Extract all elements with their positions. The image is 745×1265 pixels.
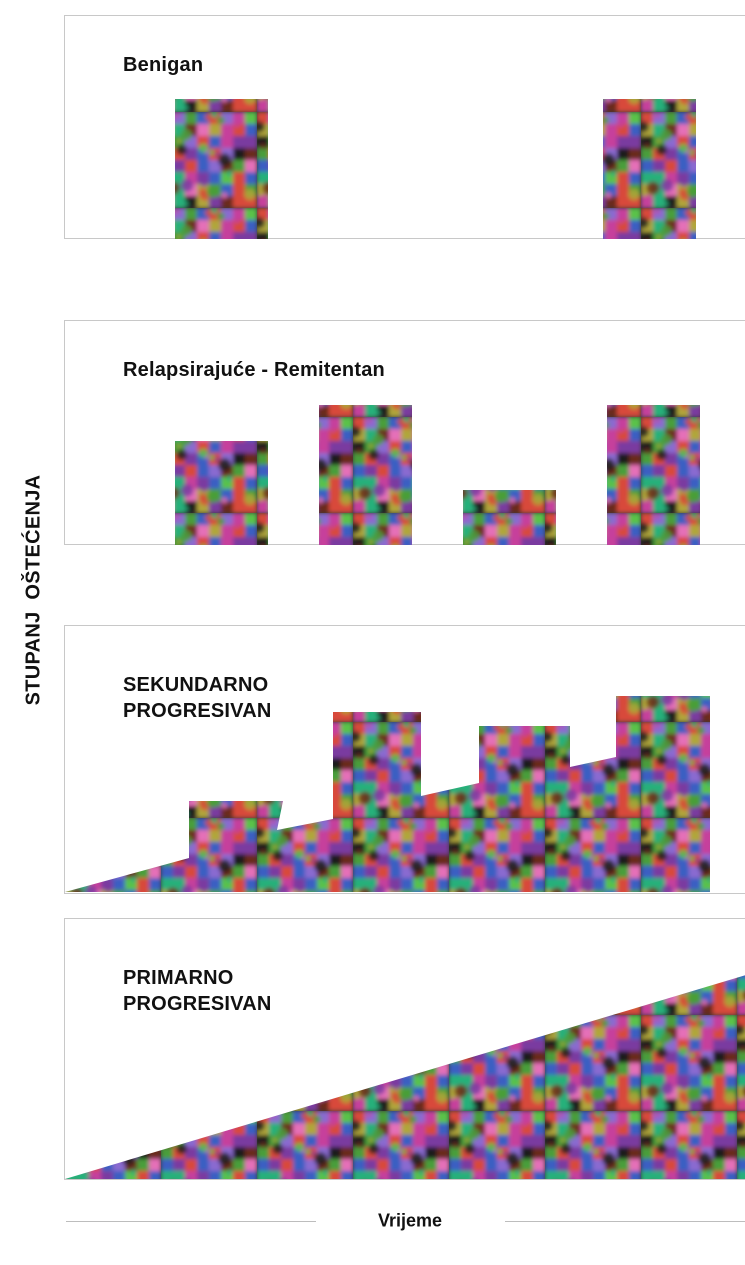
- panel-benign: Benigan: [64, 15, 745, 239]
- panel-relapsing-remitting: Relapsirajuće - Remitentan: [64, 320, 745, 545]
- primary-progressive-chart: [65, 975, 745, 1179]
- panel-title-secondary-progressive: SEKUNDARNO PROGRESIVAN: [123, 674, 272, 722]
- relapsing-remitting-chart: [175, 405, 700, 545]
- x-axis-line-right: [505, 1221, 745, 1222]
- y-axis-label: STUPANJ OŠTEĆENJA: [22, 474, 45, 706]
- rr-episode-1: [175, 441, 268, 545]
- panel-title-primary-progressive: PRIMARNO PROGRESIVAN: [123, 967, 272, 1015]
- secondary-progressive-shape: [65, 696, 710, 892]
- benign-episode-2: [603, 99, 696, 239]
- x-axis-label: Vrijeme: [377, 1210, 443, 1231]
- panel-secondary-progressive: SEKUNDARNO PROGRESIVAN: [64, 625, 745, 894]
- benign-episode-1: [175, 99, 268, 239]
- panel-title-benign: Benigan: [123, 54, 204, 76]
- benign-chart: [175, 99, 696, 239]
- panel-title-relapsing-remitting: Relapsirajuće - Remitentan: [123, 359, 385, 381]
- rr-episode-4: [607, 405, 700, 545]
- x-axis-line-left: [66, 1221, 316, 1222]
- rr-episode-3: [463, 490, 556, 545]
- rr-episode-2: [319, 405, 412, 545]
- primary-progressive-shape: [65, 975, 745, 1179]
- secondary-progressive-chart: [65, 696, 710, 892]
- panel-primary-progressive: PRIMARNO PROGRESIVAN: [64, 918, 745, 1180]
